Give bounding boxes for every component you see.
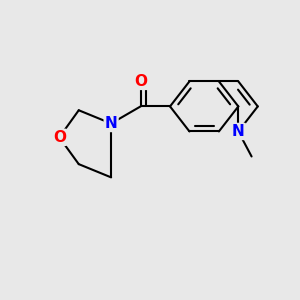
Text: N: N xyxy=(105,116,118,131)
Text: O: O xyxy=(134,74,147,89)
Text: O: O xyxy=(53,130,66,145)
Text: N: N xyxy=(232,124,245,139)
